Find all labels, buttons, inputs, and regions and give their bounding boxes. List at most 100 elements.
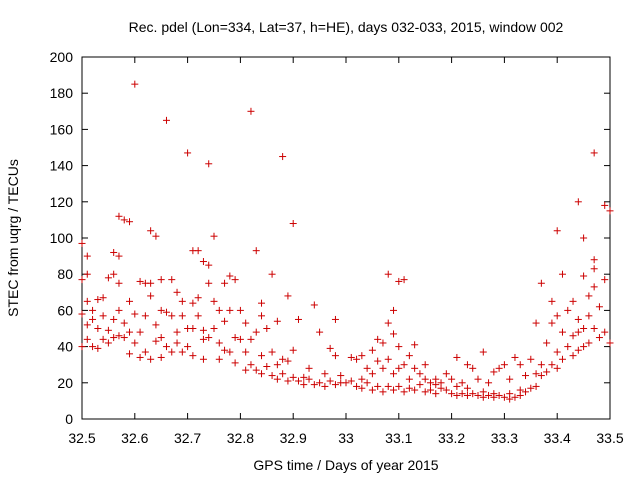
data-point (236, 306, 244, 314)
data-point (205, 160, 213, 168)
data-point (405, 375, 413, 383)
data-point (210, 232, 218, 240)
data-point (189, 299, 197, 307)
data-point (289, 220, 297, 228)
data-point (532, 382, 540, 390)
data-point (384, 355, 392, 363)
data-point (469, 390, 477, 398)
y-tick-label: 100 (50, 230, 74, 246)
data-point (168, 312, 176, 320)
data-point (485, 379, 493, 387)
data-point (78, 343, 86, 351)
data-point (99, 312, 107, 320)
data-point (184, 149, 192, 157)
data-point (405, 384, 413, 392)
data-point (384, 382, 392, 390)
data-point (247, 335, 255, 343)
data-point (316, 328, 324, 336)
data-point (289, 346, 297, 354)
data-point (379, 388, 387, 396)
data-point (558, 328, 566, 336)
data-point (353, 355, 361, 363)
data-point (558, 270, 566, 278)
data-point (252, 366, 260, 374)
y-tick-label: 180 (50, 85, 74, 101)
y-tick-label: 80 (57, 266, 73, 282)
data-point (532, 319, 540, 327)
data-point (448, 375, 456, 383)
data-point (543, 339, 551, 347)
data-point (178, 312, 186, 320)
data-point (463, 361, 471, 369)
data-point (115, 306, 123, 314)
data-point (390, 330, 398, 338)
data-point (131, 310, 139, 318)
data-point (157, 334, 165, 342)
data-point (205, 334, 213, 342)
data-point (189, 352, 197, 360)
data-point (453, 353, 461, 361)
data-point (268, 348, 276, 356)
data-point (110, 315, 118, 323)
data-point (221, 317, 229, 325)
data-point (104, 339, 112, 347)
data-point (537, 361, 545, 369)
data-point (136, 277, 144, 285)
data-point (83, 252, 91, 260)
data-point (374, 335, 382, 343)
data-point (453, 391, 461, 399)
y-tick-label: 40 (57, 339, 73, 355)
data-point (268, 270, 276, 278)
data-point (104, 326, 112, 334)
data-point (242, 319, 250, 327)
data-point (300, 381, 308, 389)
data-point (400, 276, 408, 284)
data-point (252, 247, 260, 255)
data-point (321, 370, 329, 378)
data-point (379, 364, 387, 372)
y-tick-label: 20 (57, 375, 73, 391)
data-point (258, 352, 266, 360)
data-point (548, 361, 556, 369)
data-point (537, 372, 545, 380)
data-point (448, 390, 456, 398)
data-point (585, 339, 593, 347)
x-tick-label: 32.5 (68, 430, 95, 446)
x-tick-label: 32.9 (280, 430, 307, 446)
plot-frame (81, 56, 611, 420)
chart-title: Rec. pdel (Lon=334, Lat=37, h=HE), days … (129, 19, 564, 35)
data-point (115, 332, 123, 340)
data-point (231, 359, 239, 367)
data-point (89, 343, 97, 351)
data-point (479, 348, 487, 356)
data-point (395, 364, 403, 372)
data-point (411, 386, 419, 394)
data-point (400, 361, 408, 369)
data-point (215, 355, 223, 363)
data-point (268, 372, 276, 380)
data-point (543, 368, 551, 376)
data-point (595, 303, 603, 311)
data-point (342, 379, 350, 387)
data-point (279, 370, 287, 378)
data-point (83, 335, 91, 343)
data-point (152, 232, 160, 240)
data-point (284, 292, 292, 300)
data-point (205, 261, 213, 269)
data-point (168, 348, 176, 356)
data-point (126, 218, 134, 226)
data-point (358, 352, 366, 360)
data-point (347, 377, 355, 385)
data-point (574, 346, 582, 354)
data-point (426, 379, 434, 387)
data-point (522, 372, 530, 380)
data-point (231, 334, 239, 342)
x-tick-label: 33.2 (438, 430, 465, 446)
data-point (331, 381, 339, 389)
data-point (495, 364, 503, 372)
y-tick-label: 140 (50, 158, 74, 174)
data-point (590, 283, 598, 291)
data-point (242, 348, 250, 356)
data-point (99, 294, 107, 302)
data-point (553, 227, 561, 235)
